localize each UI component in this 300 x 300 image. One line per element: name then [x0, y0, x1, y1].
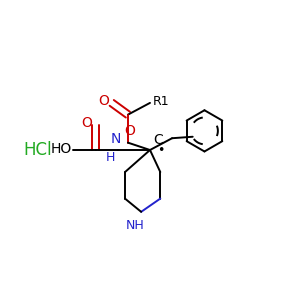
Text: O: O: [124, 124, 135, 138]
Text: N: N: [111, 132, 121, 145]
Text: NH: NH: [126, 219, 145, 232]
Text: H: H: [106, 152, 115, 164]
Text: HCl: HCl: [23, 141, 52, 159]
Text: R1: R1: [153, 95, 169, 108]
Text: •: •: [158, 144, 165, 157]
Text: O: O: [82, 116, 93, 130]
Text: HO: HO: [51, 142, 72, 155]
Text: O: O: [98, 94, 109, 108]
Text: C: C: [153, 133, 163, 147]
